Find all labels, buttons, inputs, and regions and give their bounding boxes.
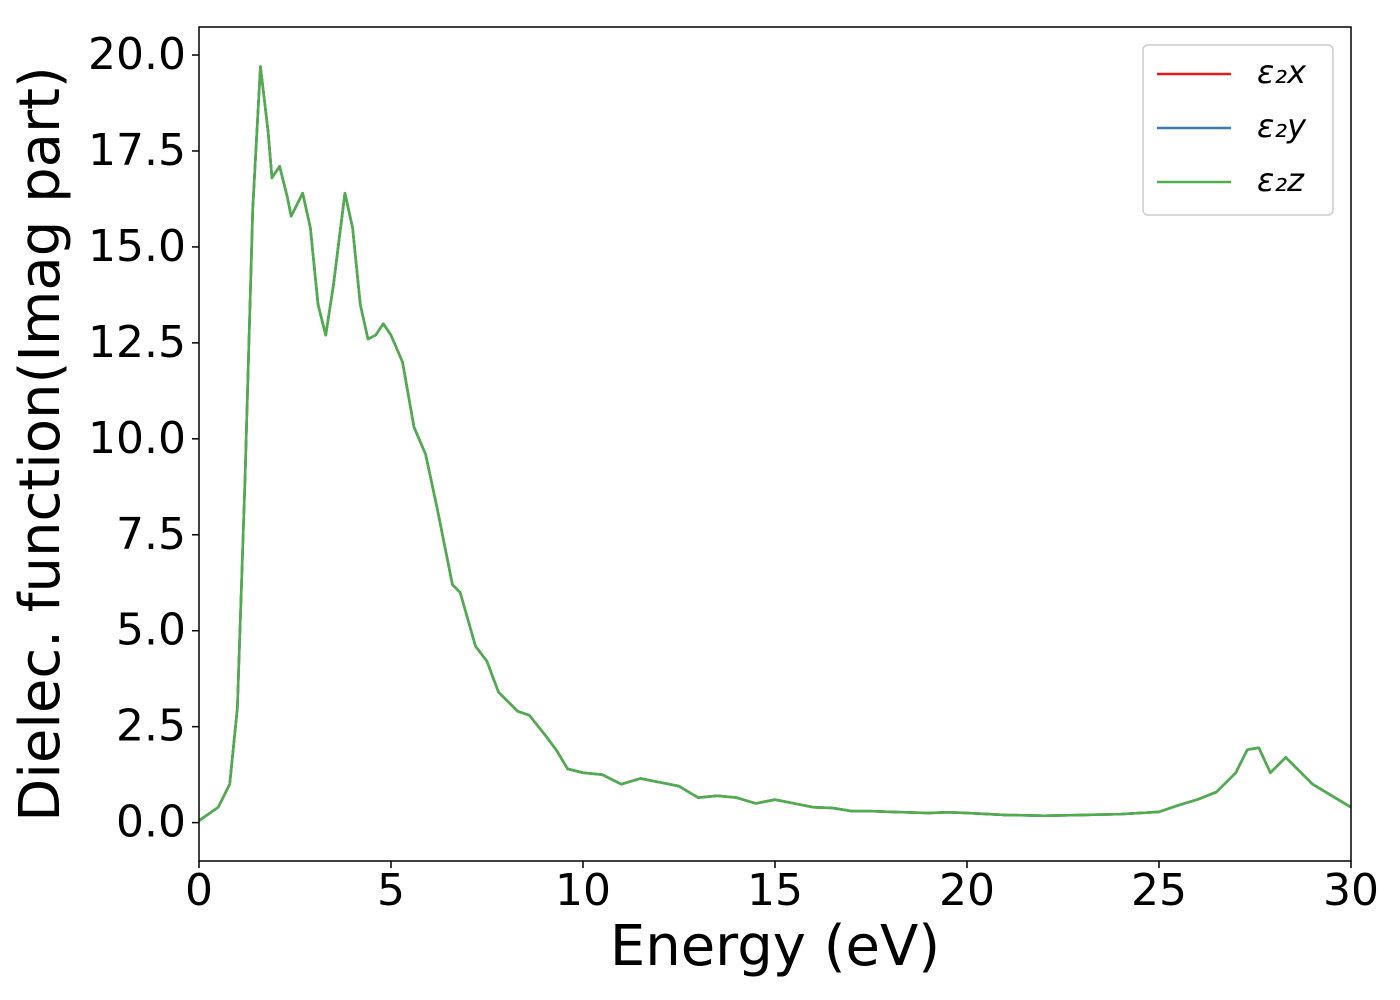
x-tick-label: 15 xyxy=(747,865,803,916)
legend-box xyxy=(1142,44,1334,216)
plot-frame xyxy=(198,26,1352,862)
x-tick-label: 30 xyxy=(1323,865,1379,916)
x-axis-label: Energy (eV) xyxy=(610,914,940,979)
x-tick-label: 20 xyxy=(939,865,995,916)
x-tick-label: 25 xyxy=(1131,865,1187,916)
y-tick-label: 5.0 xyxy=(116,605,186,656)
legend-label: ε₂y xyxy=(1257,107,1307,145)
y-tick-label: 0.0 xyxy=(116,797,186,848)
x-tick-label: 0 xyxy=(185,865,213,916)
y-tick-label: 12.5 xyxy=(88,317,186,368)
y-tick-label: 20.0 xyxy=(88,29,186,80)
line-series xyxy=(198,65,1352,822)
y-tick-label: 15.0 xyxy=(88,221,186,272)
y-tick-label: 7.5 xyxy=(116,509,186,560)
y-axis-label: Dielec. function(Imag part) xyxy=(8,66,73,822)
x-tick-label: 5 xyxy=(377,865,405,916)
legend-label: ε₂x xyxy=(1257,53,1307,91)
y-tick-label: 10.0 xyxy=(88,413,186,464)
y-tick-label: 17.5 xyxy=(88,125,186,176)
x-tick-label: 10 xyxy=(555,865,611,916)
y-tick-label: 2.5 xyxy=(116,701,186,752)
legend-label: ε₂z xyxy=(1257,161,1305,199)
